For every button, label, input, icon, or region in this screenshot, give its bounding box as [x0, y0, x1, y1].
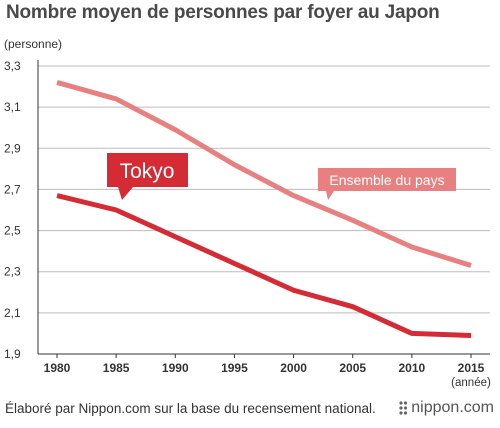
- y-tick-label: 2,9: [4, 141, 21, 155]
- x-tick-label: 2000: [280, 361, 307, 375]
- y-tick-label: 3,1: [4, 100, 21, 114]
- x-tick-label: 2005: [339, 361, 366, 375]
- nippon-dots-icon: [399, 401, 408, 415]
- y-tick-label: 2,1: [4, 306, 21, 320]
- national-label-text: Ensemble du pays: [329, 172, 444, 188]
- y-axis-unit-label: (personne): [4, 37, 63, 51]
- legend-label-tokyo: Tokyo: [107, 153, 188, 200]
- x-tick-label: 1985: [103, 361, 130, 375]
- line-chart: 1,9 2,1 2,3 2,5 2,7 2,9 3,1 3,3 1980 1985 1990 1995…: [4, 59, 491, 389]
- y-tick-label: 1,9: [4, 347, 21, 361]
- brand-name: nippon.com: [411, 399, 494, 416]
- x-tick-label: 1980: [44, 361, 71, 375]
- x-tick-label: 2010: [399, 361, 426, 375]
- x-axis-label: (année): [451, 377, 491, 389]
- national-label-box: [318, 168, 456, 200]
- tokyo-label-text: Tokyo: [120, 160, 175, 183]
- series-line-tokyo: [56, 193, 472, 338]
- tokyo-label-box: [107, 153, 188, 200]
- x-tick-label: 1995: [221, 361, 248, 375]
- y-tick-label: 3,3: [4, 59, 21, 73]
- legend-label-national: Ensemble du pays: [318, 168, 456, 200]
- y-tick-label: 2,3: [4, 265, 21, 279]
- y-tick-label: 2,7: [4, 182, 21, 196]
- x-tick-label: 2015: [458, 361, 485, 375]
- y-tick-label: 2,5: [4, 224, 21, 238]
- x-tick-label: 1990: [162, 361, 189, 375]
- source-note: Élaboré par Nippon.com sur la base du re…: [5, 401, 376, 416]
- chart-title: Nombre moyen de personnes par foyer au J…: [6, 2, 440, 23]
- brand-logo: nippon.com: [399, 399, 494, 417]
- series-line-national: [56, 80, 472, 268]
